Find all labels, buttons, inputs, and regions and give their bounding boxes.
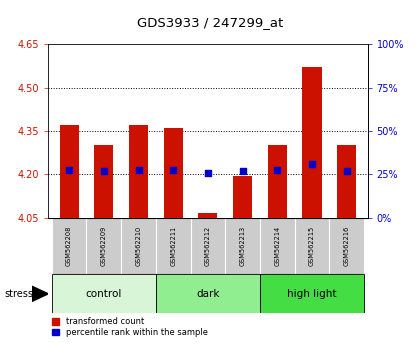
- Text: GSM562215: GSM562215: [309, 226, 315, 266]
- Text: GSM562216: GSM562216: [344, 226, 350, 266]
- Text: GSM562209: GSM562209: [101, 226, 107, 266]
- Text: GSM562213: GSM562213: [239, 226, 246, 266]
- Text: control: control: [86, 289, 122, 299]
- Bar: [260, 274, 364, 313]
- Bar: [94, 145, 113, 218]
- Bar: [60, 125, 79, 218]
- Bar: [156, 274, 260, 313]
- Bar: [198, 213, 218, 218]
- Bar: [302, 67, 322, 218]
- Text: GSM562210: GSM562210: [136, 226, 142, 266]
- Text: GSM562212: GSM562212: [205, 226, 211, 266]
- Polygon shape: [32, 286, 48, 302]
- Point: [239, 169, 246, 174]
- Text: GSM562208: GSM562208: [66, 226, 72, 266]
- Text: GSM562214: GSM562214: [274, 226, 280, 266]
- Bar: [121, 218, 156, 274]
- Point: [343, 169, 350, 174]
- Bar: [233, 176, 252, 218]
- Bar: [129, 125, 148, 218]
- Bar: [295, 218, 329, 274]
- Text: GSM562211: GSM562211: [170, 226, 176, 266]
- Bar: [268, 145, 287, 218]
- Point: [66, 167, 73, 173]
- Bar: [52, 218, 87, 274]
- Bar: [87, 218, 121, 274]
- Bar: [337, 145, 356, 218]
- Point: [274, 167, 281, 173]
- Bar: [52, 274, 156, 313]
- Bar: [260, 218, 295, 274]
- Bar: [156, 218, 191, 274]
- Text: GDS3933 / 247299_at: GDS3933 / 247299_at: [137, 16, 283, 29]
- Point: [100, 169, 107, 174]
- Legend: transformed count, percentile rank within the sample: transformed count, percentile rank withi…: [52, 318, 208, 337]
- Point: [205, 170, 211, 176]
- Bar: [329, 218, 364, 274]
- Text: high light: high light: [287, 289, 337, 299]
- Bar: [191, 218, 225, 274]
- Bar: [225, 218, 260, 274]
- Point: [309, 161, 315, 167]
- Point: [170, 167, 176, 173]
- Text: stress: stress: [4, 289, 33, 299]
- Point: [135, 167, 142, 173]
- Text: dark: dark: [196, 289, 220, 299]
- Bar: [164, 128, 183, 218]
